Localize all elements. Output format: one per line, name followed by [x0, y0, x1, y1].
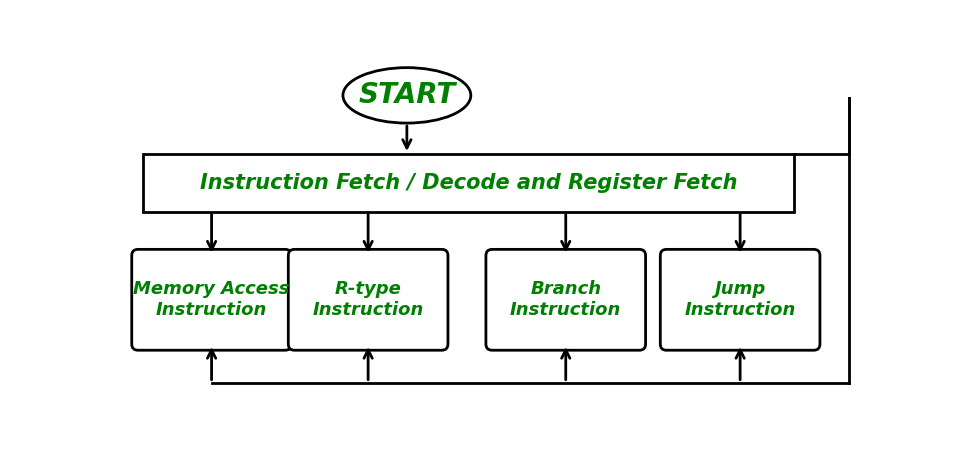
FancyBboxPatch shape	[486, 249, 646, 350]
Text: R-type
Instruction: R-type Instruction	[312, 280, 424, 319]
FancyBboxPatch shape	[288, 249, 448, 350]
Bar	[143, 154, 795, 212]
Text: Branch
Instruction: Branch Instruction	[510, 280, 622, 319]
Text: Jump
Instruction: Jump Instruction	[684, 280, 796, 319]
Ellipse shape	[343, 68, 471, 123]
FancyBboxPatch shape	[660, 249, 820, 350]
FancyBboxPatch shape	[132, 249, 291, 350]
Text: Memory Access
Instruction: Memory Access Instruction	[134, 280, 290, 319]
Text: START: START	[358, 81, 456, 109]
Text: Instruction Fetch / Decode and Register Fetch: Instruction Fetch / Decode and Register …	[200, 173, 738, 193]
